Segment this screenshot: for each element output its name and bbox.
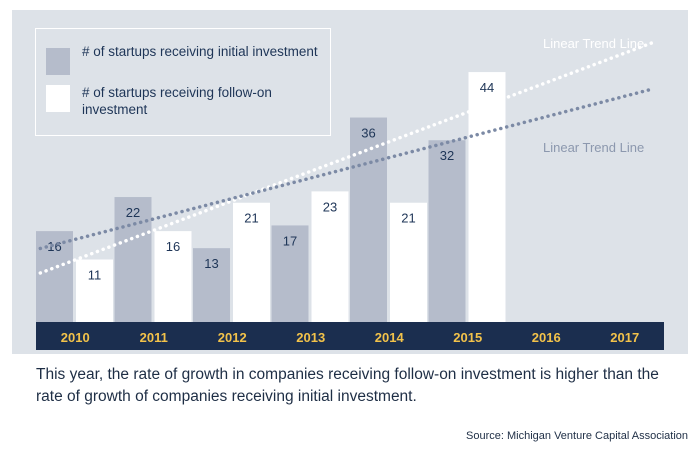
data-label-followon: 21	[244, 211, 258, 226]
x-tick-label: 2012	[218, 330, 247, 345]
bar-initial	[350, 117, 387, 323]
data-label-initial: 13	[204, 256, 218, 271]
chart-caption: This year, the rate of growth in compani…	[36, 366, 659, 405]
trend-label-followon: Linear Trend Line	[543, 36, 645, 51]
x-tick-label: 2015	[453, 330, 482, 345]
bar-followon	[76, 259, 113, 322]
legend-label-followon: # of startups receiving follow-on invest…	[82, 85, 272, 117]
legend-swatch-initial	[46, 48, 70, 75]
x-tick-label: 2017	[610, 330, 639, 345]
trend-line-initial	[38, 87, 655, 251]
bar-initial	[114, 197, 152, 322]
data-label-followon: 23	[323, 199, 337, 214]
x-axis-ticks: 2010 2011 2012 2013 2014 2015 2016 2017	[61, 330, 639, 345]
bar-initial	[271, 225, 309, 322]
x-tick-label: 2011	[140, 330, 168, 345]
bar-followon	[233, 202, 270, 322]
legend-swatch-followon	[46, 85, 70, 112]
source-note: Source: Michigan Venture Capital Associa…	[466, 430, 688, 442]
x-tick-label: 2010	[61, 330, 90, 345]
data-label-followon: 21	[401, 211, 415, 226]
bar-initial	[428, 140, 466, 322]
bar-followon	[311, 191, 349, 322]
trend-lines-group	[38, 40, 655, 275]
data-label-initial: 32	[440, 148, 454, 163]
data-label-followon: 16	[166, 239, 180, 254]
data-label-followon: 44	[480, 80, 494, 95]
x-tick-label: 2013	[296, 330, 325, 345]
data-label-initial: 16	[47, 239, 61, 254]
x-tick-label: 2016	[532, 330, 561, 345]
bar-initial	[193, 248, 230, 322]
trend-line-followon	[38, 40, 655, 275]
data-label-initial: 17	[283, 233, 297, 248]
bar-followon	[154, 231, 192, 322]
bars-group: 16 11 22 16 13 21 17 23 36 21 32 44	[36, 72, 506, 323]
data-label-initial: 36	[361, 126, 375, 141]
x-axis-band	[36, 322, 664, 350]
legend-label-initial: # of startups receiving initial investme…	[82, 44, 318, 59]
data-label-followon: 11	[88, 268, 102, 283]
data-label-initial: 22	[126, 205, 140, 220]
trend-label-initial: Linear Trend Line	[543, 140, 645, 155]
bar-followon	[468, 72, 506, 322]
bar-initial	[36, 231, 73, 322]
x-tick-label: 2014	[375, 330, 405, 345]
bar-followon	[390, 202, 427, 322]
legend: # of startups receiving initial investme…	[35, 28, 331, 136]
